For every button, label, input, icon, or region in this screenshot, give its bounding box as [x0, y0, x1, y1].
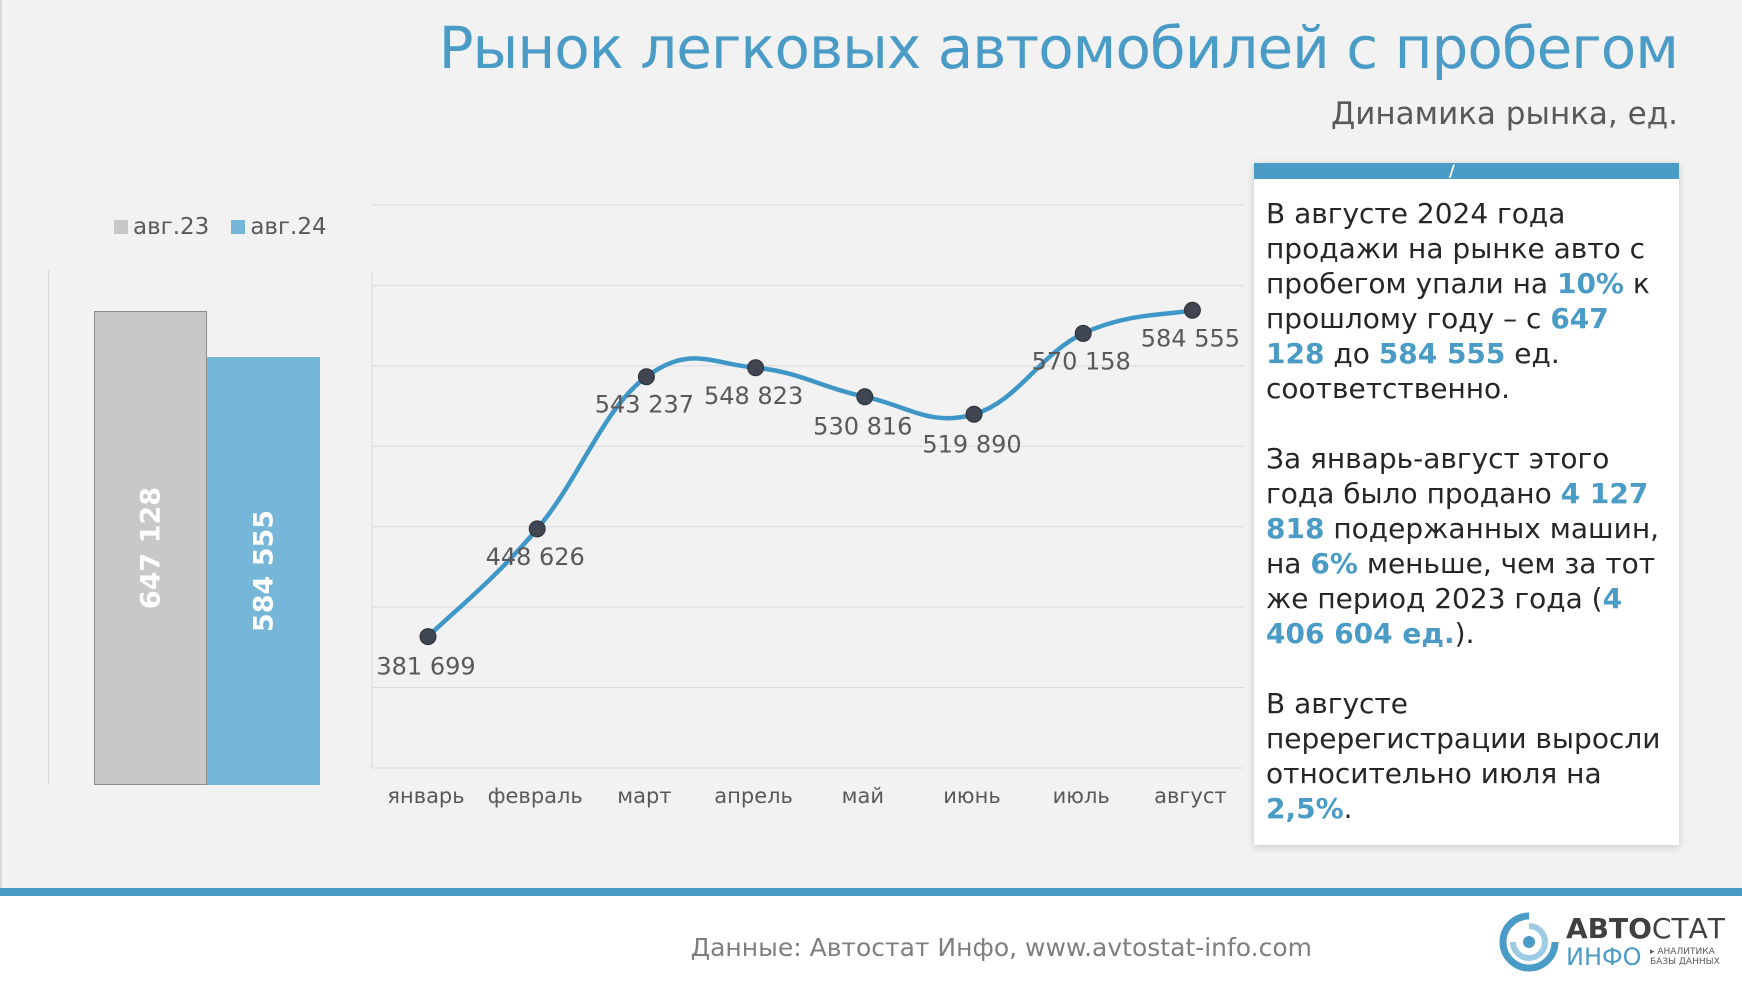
bar-value-aug-2024: 584 555: [248, 509, 279, 633]
data-point: [637, 368, 655, 386]
info-text-run: За январь-август этого года было продано: [1266, 442, 1610, 510]
logo-subword: ИНФО: [1566, 943, 1642, 971]
info-text-run: до: [1324, 337, 1379, 370]
autostat-logo: АВТОСТАТ ИНФО ▸ АНАЛИТИКА БАЗЫ ДАННЫХ: [1497, 910, 1725, 974]
info-text-run: В августе перерегистрации выросли относи…: [1266, 687, 1661, 790]
info-card: / В августе 2024 года продажи на рынке а…: [1254, 161, 1679, 845]
info-text-run: В августе 2024 года продажи на рынке авт…: [1266, 197, 1646, 300]
page-subtitle: Динамика рынка, ед.: [1331, 96, 1678, 132]
legend-label-2023: авг.23: [133, 214, 210, 240]
data-point: [528, 520, 546, 538]
data-label: 584 555: [1141, 324, 1240, 352]
bar-aug-2023: 647 128: [94, 311, 207, 785]
line-chart: 381 699 январь 448 626 февраль 543 237 март 54…: [371, 204, 1244, 808]
bar-value-aug-2023: 647 128: [135, 486, 166, 610]
footer-accent-bar: [0, 888, 1742, 896]
x-tick-label: июнь: [943, 784, 1000, 808]
info-text-run: .: [1343, 792, 1353, 825]
data-point: [856, 388, 874, 406]
data-point: [1183, 301, 1201, 319]
data-label: 570 158: [1032, 347, 1131, 375]
logo-word-regular: СТАТ: [1651, 912, 1725, 945]
header-slash-icon: /: [1449, 161, 1455, 180]
info-text-run: меньше, чем за тот же период 2023 года (: [1266, 547, 1656, 615]
logo-tagline: ▸ АНАЛИТИКА БАЗЫ ДАННЫХ: [1650, 947, 1720, 967]
info-highlight: 4 127 818: [1266, 477, 1649, 545]
info-card-header-bar: /: [1254, 161, 1679, 180]
x-tick-label: август: [1154, 784, 1227, 808]
legend-swatch-2024: [231, 220, 246, 234]
bar-aug-2024: 584 555: [207, 357, 320, 785]
legend-label-2024: авг.24: [250, 214, 327, 240]
x-tick-label: февраль: [488, 784, 583, 808]
x-tick-label: январь: [387, 784, 464, 808]
info-text-run: ед. соответственно.: [1266, 337, 1560, 405]
page-title: Рынок легковых автомобилей с пробегом: [438, 14, 1679, 82]
info-highlight: 647 128: [1266, 302, 1609, 370]
data-label: 519 890: [922, 430, 1021, 458]
slide-border: [0, 0, 2, 895]
info-paragraph-3: В августе перерегистрации выросли относи…: [1266, 686, 1672, 826]
info-highlight: 2,5%: [1266, 792, 1344, 825]
info-text-run: ).: [1454, 617, 1475, 650]
x-tick-label: апрель: [714, 784, 793, 808]
data-label: 381 699: [376, 653, 475, 681]
x-tick-label: март: [617, 784, 671, 808]
x-tick-label: июль: [1053, 784, 1110, 808]
bar-chart: 647 128 584 555: [48, 270, 339, 785]
logo-tagline-2: БАЗЫ ДАННЫХ: [1650, 957, 1720, 967]
x-tick-label: май: [842, 784, 884, 808]
data-label: 548 823: [704, 382, 803, 410]
info-text-run: к прошлому году – с: [1266, 267, 1650, 335]
logo-swirl-icon: [1499, 912, 1559, 972]
logo-tagline-1: ▸ АНАЛИТИКА: [1650, 947, 1715, 957]
info-text: В августе 2024 года продажи на рынке авт…: [1266, 196, 1672, 861]
logo-wordmark: АВТОСТАТ: [1566, 912, 1725, 945]
data-point: [419, 628, 437, 646]
info-paragraph-2: За январь-август этого года было продано…: [1266, 441, 1672, 651]
data-label: 448 626: [486, 543, 585, 571]
legend-item-2023: авг.23: [114, 214, 209, 240]
footer: Данные: Автостат Инфо, www.avtostat-info…: [0, 896, 1742, 982]
legend-swatch-2023: [114, 220, 128, 234]
legend-item-2024: авг.24: [231, 214, 327, 240]
info-text-run: подержанных машин, на: [1266, 512, 1660, 580]
source-note: Данные: Автостат Инфо, www.avtostat-info…: [690, 933, 1312, 962]
data-point: [965, 405, 983, 423]
data-point: [1074, 324, 1092, 342]
info-paragraph-1: В августе 2024 года продажи на рынке авт…: [1266, 196, 1672, 406]
logo-word-bold: АВТО: [1566, 912, 1652, 945]
info-highlight: 6%: [1310, 547, 1358, 580]
data-label: 543 237: [595, 391, 694, 419]
info-highlight: 584 555: [1378, 337, 1506, 370]
data-label: 530 816: [813, 413, 912, 441]
data-point: [747, 359, 765, 377]
bar-legend: авг.23 авг.24: [114, 214, 327, 240]
info-highlight: 10%: [1556, 267, 1624, 300]
info-highlight: 4 406 604 ед.: [1266, 582, 1623, 650]
